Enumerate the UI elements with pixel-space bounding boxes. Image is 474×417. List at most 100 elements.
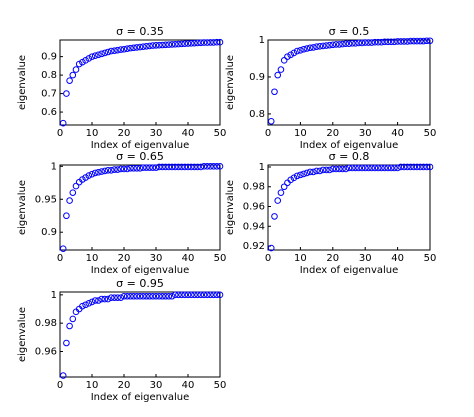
point: [216, 163, 224, 170]
point: [348, 164, 356, 172]
point: [107, 166, 115, 174]
point: [82, 301, 89, 309]
point: [394, 38, 401, 45]
point: [101, 295, 109, 303]
point: [175, 40, 182, 48]
point: [59, 119, 67, 127]
point: [117, 165, 125, 173]
point: [127, 292, 134, 300]
x-tick-label: 50: [424, 128, 437, 139]
point: [423, 163, 431, 171]
point: [274, 197, 282, 204]
point: [210, 39, 217, 46]
point: [332, 41, 340, 48]
point: [374, 38, 382, 46]
point: [200, 39, 208, 46]
y-tick-label: 0.8: [41, 70, 57, 81]
y-tick-label: 0.96: [35, 347, 57, 358]
point: [332, 165, 340, 173]
point: [178, 291, 185, 299]
point: [339, 165, 346, 173]
point: [345, 164, 353, 172]
point: [75, 60, 83, 68]
point: [335, 165, 343, 173]
point: [274, 71, 282, 79]
point: [85, 55, 93, 62]
point: [111, 166, 118, 173]
point: [271, 213, 278, 220]
point: [210, 291, 217, 299]
point: [297, 47, 304, 54]
point: [413, 163, 421, 171]
x-tick-label: 50: [214, 253, 227, 264]
point: [420, 37, 427, 45]
point: [171, 163, 179, 171]
axes-box: [59, 291, 221, 378]
point: [91, 297, 99, 304]
point: [152, 42, 160, 49]
point: [85, 172, 93, 179]
point: [426, 163, 434, 171]
point: [381, 164, 388, 172]
point: [329, 41, 337, 49]
point: [413, 37, 421, 45]
point: [426, 37, 434, 45]
point: [197, 39, 205, 47]
point: [313, 167, 320, 175]
point: [191, 39, 198, 47]
point: [175, 163, 182, 171]
point: [98, 168, 105, 175]
x-axis-label: Index of eigenvalue: [300, 140, 399, 151]
x-tick-label: 10: [86, 253, 99, 264]
point: [162, 292, 169, 300]
x-tick-label: 30: [150, 128, 163, 139]
point: [410, 37, 418, 45]
point: [416, 163, 424, 171]
point: [352, 40, 359, 47]
point: [358, 164, 366, 172]
x-tick-label: 0: [57, 253, 63, 264]
point: [207, 39, 214, 46]
y-tick-label: 1: [259, 162, 265, 173]
point: [82, 57, 89, 64]
point: [146, 164, 153, 171]
point: [290, 174, 298, 182]
point: [104, 166, 112, 174]
point: [133, 44, 141, 51]
point: [187, 163, 195, 171]
point: [381, 38, 388, 46]
point: [127, 44, 134, 52]
point: [91, 169, 99, 177]
point: [310, 44, 317, 51]
x-tick-label: 20: [326, 128, 339, 139]
point: [358, 39, 366, 47]
point: [168, 292, 176, 300]
point: [410, 163, 418, 171]
x-tick-label: 10: [86, 128, 99, 139]
point: [348, 40, 356, 47]
point: [178, 40, 185, 48]
point: [63, 90, 70, 97]
point: [181, 291, 189, 299]
point: [155, 292, 163, 300]
point: [319, 42, 327, 50]
point: [114, 166, 121, 173]
point: [139, 43, 147, 50]
point: [130, 164, 137, 172]
point: [191, 163, 198, 171]
y-tick-label: 1: [51, 161, 57, 172]
point: [407, 37, 414, 45]
x-tick-label: 50: [214, 380, 227, 391]
x-axis-label: Index of eigenvalue: [300, 265, 399, 276]
point: [69, 189, 77, 196]
point: [326, 41, 333, 49]
point: [293, 47, 301, 55]
point: [168, 41, 176, 48]
x-tick-label: 0: [265, 253, 271, 264]
point: [165, 292, 173, 300]
point: [387, 38, 395, 46]
point: [316, 42, 324, 50]
point: [355, 164, 363, 172]
point: [117, 294, 125, 301]
x-tick-label: 30: [359, 128, 372, 139]
